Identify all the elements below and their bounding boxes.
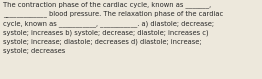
- Text: The contraction phase of the cardiac cycle, known as _______,
_____________ bloo: The contraction phase of the cardiac cyc…: [3, 1, 223, 54]
